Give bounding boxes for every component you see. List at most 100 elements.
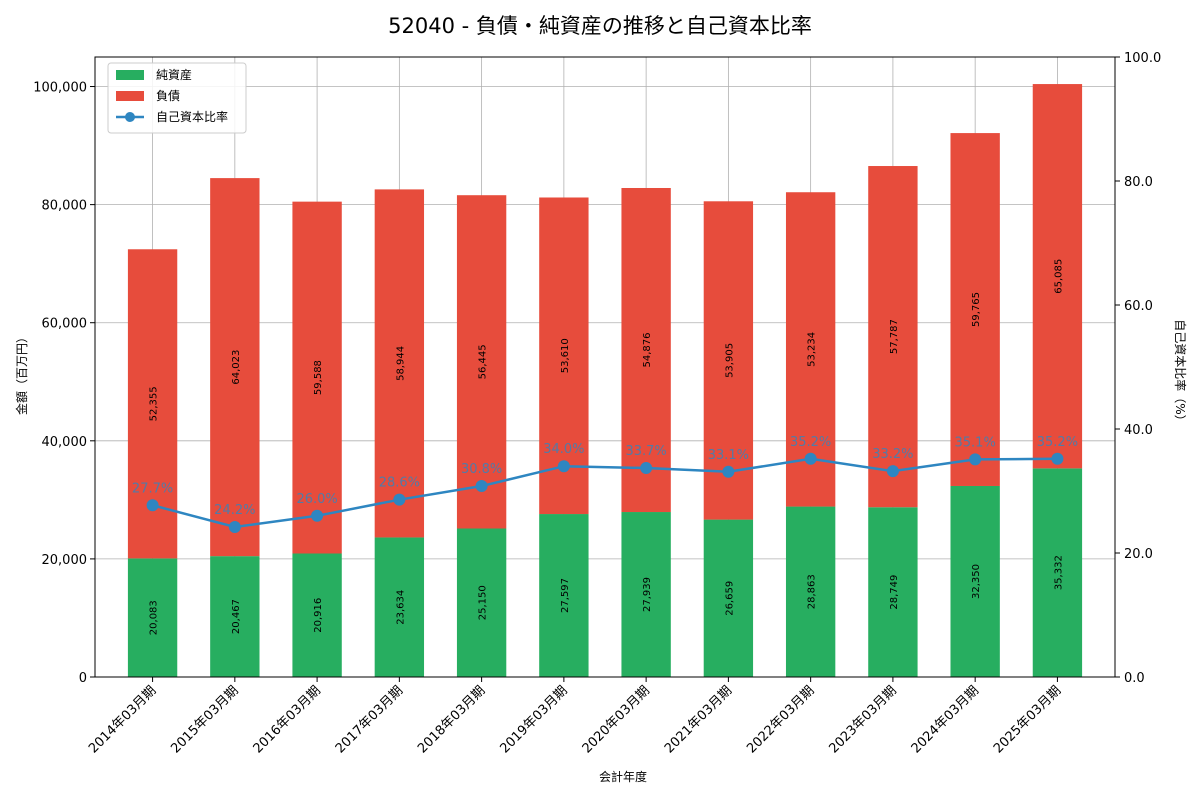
bar-label-liabilities: 52,355 bbox=[149, 386, 160, 421]
bar-net-assets bbox=[539, 514, 589, 677]
x-tick-label: 2020年03月期 bbox=[580, 683, 653, 756]
bar-labels: 20,083 52,355 20,467 64,023 20,916 59,588 23,6… bbox=[149, 259, 1065, 635]
bar-label-liabilities: 58,944 bbox=[395, 346, 406, 381]
bar-label-liabilities: 64,023 bbox=[231, 350, 242, 385]
bar-label-liabilities: 53,610 bbox=[560, 338, 571, 373]
ratio-point bbox=[969, 453, 982, 466]
bars bbox=[127, 84, 1083, 677]
ratio-point bbox=[475, 480, 488, 493]
ratio-point bbox=[311, 509, 324, 522]
x-tick-label: 2024年03月期 bbox=[909, 683, 982, 756]
ratio-point bbox=[722, 465, 735, 478]
y-left-tick-label: 0 bbox=[79, 671, 87, 686]
bar-net-assets bbox=[950, 485, 1000, 677]
y-right-tick-label: 60.0 bbox=[1124, 299, 1153, 314]
ratio-point bbox=[886, 465, 899, 478]
ratio-line: 27.7% 24.2% 26.0% 28.6% 30.8% 34.0% 33.7% 33.1%… bbox=[132, 435, 1078, 533]
bar-label-net-assets: 23,634 bbox=[395, 590, 406, 625]
ratio-label: 35.1% bbox=[955, 435, 996, 450]
bar-label-liabilities: 54,876 bbox=[642, 333, 653, 368]
ratio-label: 34.0% bbox=[543, 442, 584, 457]
bar-label-net-assets: 28,749 bbox=[889, 575, 900, 610]
bar-liabilities bbox=[292, 201, 342, 554]
bar-net-assets bbox=[210, 556, 260, 677]
bar-net-assets bbox=[127, 558, 178, 677]
ratio-label: 26.0% bbox=[296, 492, 337, 507]
bar-liabilities bbox=[210, 178, 260, 557]
ratio-label: 35.2% bbox=[1037, 435, 1078, 450]
y-right-tick-label: 0.0 bbox=[1124, 671, 1145, 686]
y-axis-right-label: 自己資本比率（%） bbox=[1173, 319, 1188, 426]
x-tick-label: 2025年03月期 bbox=[991, 683, 1064, 756]
ratio-label: 24.2% bbox=[214, 503, 255, 518]
y-right-tick-label: 100.0 bbox=[1124, 51, 1161, 66]
bar-liabilities bbox=[621, 187, 671, 513]
bar-label-liabilities: 59,588 bbox=[313, 360, 324, 395]
ratio-polyline bbox=[152, 457, 1058, 529]
legend-label-liabilities: 負債 bbox=[156, 88, 180, 103]
y-left-tick-label: 80,000 bbox=[42, 199, 88, 214]
y-left-tick-label: 40,000 bbox=[42, 435, 88, 450]
x-tick-label: 2022年03月期 bbox=[744, 683, 817, 756]
ratio-point bbox=[804, 452, 817, 465]
bar-label-net-assets: 25,150 bbox=[478, 585, 489, 620]
x-tick-label: 2016年03月期 bbox=[251, 683, 324, 756]
ratio-point bbox=[640, 462, 653, 475]
bar-label-liabilities: 57,787 bbox=[889, 319, 900, 354]
bar-label-liabilities: 56,445 bbox=[478, 344, 489, 379]
bar-label-net-assets: 32,350 bbox=[971, 564, 982, 599]
bar-label-net-assets: 20,916 bbox=[313, 598, 324, 633]
bar-label-net-assets: 20,083 bbox=[149, 600, 160, 635]
bar-label-net-assets: 26,659 bbox=[724, 581, 735, 616]
ratio-point bbox=[393, 493, 406, 506]
legend-label-ratio: 自己資本比率 bbox=[156, 109, 228, 124]
bar-label-liabilities: 53,234 bbox=[807, 332, 818, 367]
bar-liabilities bbox=[456, 195, 507, 529]
y-right-tick-label: 80.0 bbox=[1124, 175, 1153, 190]
y-left-tick-label: 60,000 bbox=[42, 317, 88, 332]
bar-net-assets bbox=[456, 528, 507, 677]
x-tick-label: 2019年03月期 bbox=[497, 683, 570, 756]
ratio-point bbox=[1051, 452, 1064, 465]
legend-marker-ratio bbox=[125, 112, 135, 122]
y-left-tick-label: 100,000 bbox=[33, 81, 87, 96]
x-axis-label: 会計年度 bbox=[599, 769, 647, 784]
ratio-label: 33.7% bbox=[625, 444, 666, 459]
bar-net-assets bbox=[1032, 468, 1083, 677]
plot-frame bbox=[94, 56, 1116, 678]
x-tick-label: 2015年03月期 bbox=[168, 683, 241, 756]
legend-swatch-net-assets bbox=[116, 70, 144, 80]
bar-label-liabilities: 53,905 bbox=[724, 343, 735, 378]
legend-frame bbox=[107, 62, 247, 134]
ratio-label: 33.2% bbox=[872, 447, 913, 462]
y-right-tick-label: 20.0 bbox=[1124, 547, 1153, 562]
bar-net-assets bbox=[374, 537, 425, 677]
bar-net-assets bbox=[703, 519, 754, 677]
x-tick-label: 2017年03月期 bbox=[333, 683, 406, 756]
bar-liabilities bbox=[374, 189, 425, 538]
bar-label-net-assets: 27,939 bbox=[642, 577, 653, 612]
ratio-label: 28.6% bbox=[379, 476, 420, 491]
bar-label-net-assets: 28,863 bbox=[807, 574, 818, 609]
y-axis-left-label: 金額（百万円） bbox=[14, 331, 29, 415]
ratio-point bbox=[146, 499, 159, 512]
x-tick-label: 2018年03月期 bbox=[415, 683, 488, 756]
legend-swatch-liabilities bbox=[116, 91, 144, 101]
bar-label-net-assets: 20,467 bbox=[231, 599, 242, 634]
y-right-tick-label: 40.0 bbox=[1124, 423, 1153, 438]
chart-title: 52040 - 負債・純資産の推移と自己資本比率 bbox=[388, 14, 812, 38]
ratio-label: 35.2% bbox=[790, 435, 831, 450]
legend: 純資産 負債 自己資本比率 bbox=[107, 62, 247, 134]
ratio-point bbox=[557, 460, 570, 473]
bar-liabilities bbox=[868, 166, 918, 508]
bar-net-assets bbox=[621, 512, 671, 677]
ratio-label: 33.1% bbox=[708, 448, 749, 463]
bar-label-liabilities: 59,765 bbox=[971, 292, 982, 327]
ratio-label: 27.7% bbox=[132, 481, 173, 496]
bar-net-assets bbox=[868, 507, 918, 677]
x-tick-label: 2023年03月期 bbox=[826, 683, 899, 756]
legend-label-net-assets: 純資産 bbox=[156, 67, 192, 82]
ratio-label: 30.8% bbox=[461, 462, 502, 477]
